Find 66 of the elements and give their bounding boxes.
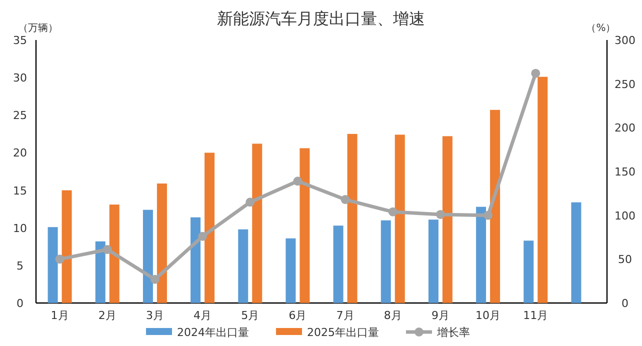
bar bbox=[300, 148, 310, 303]
bar bbox=[428, 220, 438, 303]
bar bbox=[109, 204, 120, 303]
bar bbox=[524, 240, 534, 303]
bar bbox=[380, 220, 391, 303]
y2-axis-title: （%） bbox=[586, 23, 616, 34]
bar bbox=[347, 134, 358, 303]
point bbox=[102, 245, 112, 254]
x-tick-label: 7月 bbox=[336, 309, 354, 322]
x-tick-label: 10月 bbox=[476, 309, 501, 322]
bar bbox=[156, 184, 167, 303]
y2-tick-label: 250 bbox=[614, 78, 636, 91]
y-tick-label: 30 bbox=[13, 72, 27, 85]
y-tick-label: 20 bbox=[13, 146, 27, 160]
y-tick-label: 15 bbox=[13, 184, 27, 198]
bar bbox=[538, 76, 548, 303]
legend-label: 2025年出口量 bbox=[307, 326, 379, 339]
x-tick-label: 9月 bbox=[431, 309, 450, 322]
bar bbox=[238, 229, 248, 303]
x-tick-label: 5月 bbox=[241, 309, 260, 322]
bar bbox=[490, 110, 500, 303]
bar bbox=[286, 238, 296, 303]
y-tick-label: 35 bbox=[13, 34, 27, 47]
y2-tick-label: 300 bbox=[614, 34, 636, 47]
point bbox=[484, 210, 493, 220]
y2-tick-label: 100 bbox=[614, 209, 636, 222]
point bbox=[55, 254, 64, 264]
chart-title: 新能源汽车月度出口量、增速 bbox=[217, 9, 425, 28]
y-tick-label: 5 bbox=[16, 259, 24, 272]
y2-tick-label: 50 bbox=[618, 253, 632, 266]
point bbox=[436, 210, 445, 219]
bar bbox=[571, 202, 582, 303]
legend-label: 增长率 bbox=[436, 326, 470, 339]
bar bbox=[252, 144, 262, 303]
x-tick-label: 3月 bbox=[146, 309, 164, 322]
x-tick-label: 2月 bbox=[98, 309, 116, 322]
x-tick-label: 8月 bbox=[384, 309, 402, 322]
y2-tick-label: 150 bbox=[614, 166, 636, 178]
point bbox=[246, 198, 255, 207]
x-tick-label: 11月 bbox=[523, 309, 548, 322]
bar bbox=[190, 217, 201, 303]
bar bbox=[476, 206, 486, 303]
bar bbox=[394, 134, 405, 303]
point bbox=[388, 207, 398, 216]
bar bbox=[442, 136, 452, 303]
legend-label: 2024年出口量 bbox=[177, 326, 249, 339]
point bbox=[198, 232, 208, 241]
bar bbox=[204, 152, 215, 303]
y-tick-label: 25 bbox=[13, 109, 27, 122]
x-tick-label: 4月 bbox=[194, 309, 212, 322]
y2-tick-label: 200 bbox=[614, 122, 636, 135]
y-tick-label: 0 bbox=[16, 297, 24, 310]
y-axis-title: （万辆） bbox=[18, 22, 58, 34]
x-tick-label: 1月 bbox=[50, 309, 69, 322]
bar bbox=[333, 226, 344, 303]
point bbox=[340, 195, 350, 204]
bar bbox=[142, 210, 153, 303]
bar bbox=[95, 241, 106, 303]
x-tick-label: 6月 bbox=[288, 309, 307, 322]
point bbox=[150, 274, 160, 284]
bar bbox=[62, 190, 72, 303]
point bbox=[293, 176, 302, 186]
y-tick-label: 10 bbox=[13, 222, 27, 235]
bar bbox=[48, 227, 58, 303]
point bbox=[531, 68, 540, 78]
y2-tick-label: 0 bbox=[622, 297, 628, 310]
